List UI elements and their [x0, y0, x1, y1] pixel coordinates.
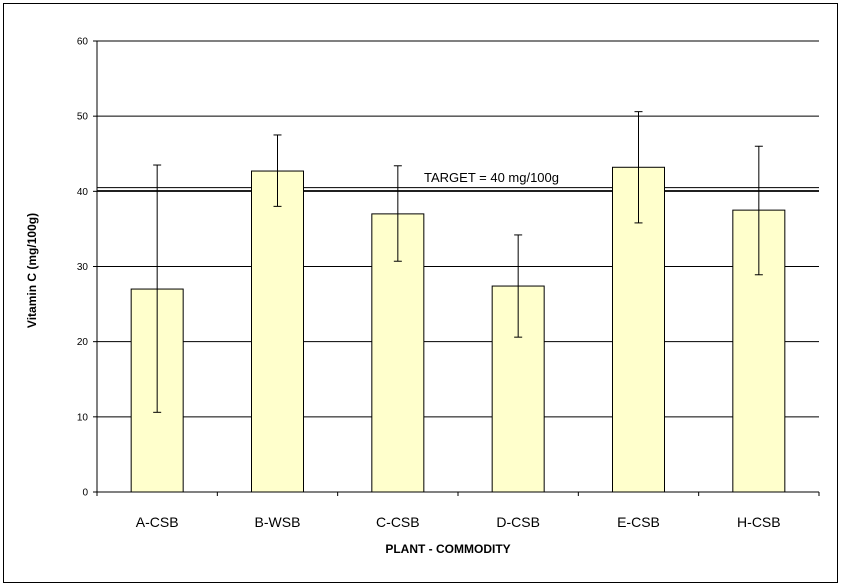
bar-layer [130, 166, 786, 493]
grid-layer [97, 40, 819, 418]
y-tick-label: 30 [77, 262, 89, 273]
target-layer: TARGET = 40 mg/100g [97, 170, 819, 192]
y-tick-label: 10 [77, 412, 89, 423]
y-tick-label: 0 [82, 488, 88, 499]
x-tick-label: H-CSB [737, 514, 781, 530]
y-axis-title: Vitamin C (mg/100g) [25, 213, 39, 328]
y-tick-label: 20 [77, 337, 89, 348]
x-tick-labels: A-CSB B-WSB C-CSB D-CSB E-CSB H-CSB [96, 492, 820, 530]
error-bar-layer [153, 111, 763, 413]
x-tick-label: C-CSB [376, 514, 420, 530]
x-axis-title: PLANT - COMMODITY [385, 542, 510, 556]
x-tick-label: D-CSB [496, 514, 540, 530]
y-tick-label: 50 [77, 112, 89, 123]
y-tick-label: 40 [77, 187, 89, 198]
x-tick-label: B-WSB [255, 514, 301, 530]
bar [251, 170, 304, 493]
y-tick-label: 60 [77, 37, 89, 48]
x-tick-label: A-CSB [136, 514, 179, 530]
bar [491, 285, 545, 493]
target-label: TARGET = 40 mg/100g [424, 170, 559, 185]
y-tick-labels: 0 10 20 30 40 50 60 [77, 37, 97, 499]
x-tick-label: E-CSB [617, 514, 660, 530]
